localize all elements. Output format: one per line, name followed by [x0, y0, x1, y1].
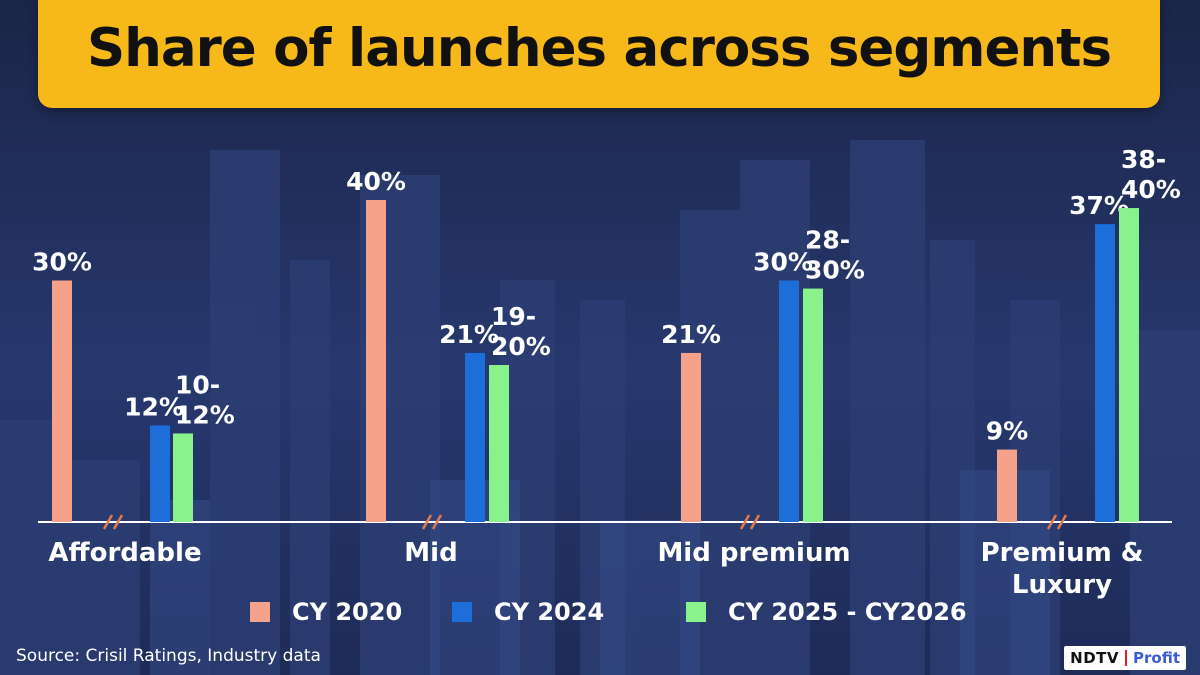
brand-logo: NDTV Profit — [1064, 646, 1186, 670]
brand-ndtv: NDTV — [1070, 649, 1119, 667]
category-label-1: Affordable — [48, 538, 201, 568]
brand-divider — [1125, 650, 1127, 666]
legend: CY 2020 CY 2024 CY 2025 - CY2026 — [0, 598, 1200, 630]
data-label-3-4: 40% — [1121, 175, 1181, 204]
bar-2-3 — [779, 280, 799, 522]
axis-break-mark-4-1 — [1046, 514, 1058, 530]
data-label-2-3: 30% — [753, 248, 813, 277]
axis-break-mark-3-1 — [739, 514, 751, 530]
data-label-3-1: 12% — [175, 400, 235, 429]
data-label-1-4: 9% — [986, 417, 1028, 446]
category-label-2: Mid — [404, 538, 457, 568]
axis-break-mark-3-2 — [749, 514, 761, 530]
brand-profit: Profit — [1133, 649, 1180, 667]
category-label-4-line-2: Luxury — [1012, 570, 1112, 600]
axis-break-mark-2-2 — [431, 514, 443, 530]
axis-break-mark-2-1 — [421, 514, 433, 530]
bar-2-4 — [1095, 224, 1115, 522]
bar-3-1 — [173, 433, 193, 522]
legend-swatch-cy2025 — [686, 602, 706, 622]
bar-2-2 — [465, 352, 485, 522]
title-banner: Share of launches across segments — [38, 0, 1160, 108]
data-label-1-1: 30% — [32, 248, 92, 277]
axis-break-mark-4-2 — [1056, 514, 1068, 530]
data-label-3-2: 20% — [491, 332, 551, 361]
source-note: Source: Crisil Ratings, Industry data — [16, 646, 321, 666]
bar-2-1 — [150, 425, 170, 522]
legend-label-cy2025: CY 2025 - CY2026 — [728, 598, 967, 626]
data-label-3-1: 10- — [175, 370, 220, 399]
data-label-3-3: 30% — [805, 256, 865, 285]
legend-label-cy2024: CY 2024 — [494, 598, 605, 626]
data-label-3-2: 19- — [491, 302, 536, 331]
bar-1-3 — [681, 352, 701, 522]
legend-swatch-cy2024 — [452, 602, 472, 622]
data-label-3-4: 38- — [1121, 145, 1166, 174]
axis-break-mark-1-2 — [112, 514, 124, 530]
data-label-1-2: 40% — [346, 167, 406, 196]
data-label-2-1: 12% — [124, 392, 184, 421]
bar-3-3 — [803, 288, 823, 522]
data-label-2-2: 21% — [439, 320, 499, 349]
bar-3-4 — [1119, 208, 1139, 523]
bar-1-4 — [997, 449, 1017, 522]
bar-3-2 — [489, 365, 509, 522]
axis-break-mark-1-1 — [102, 514, 114, 530]
data-label-3-3: 28- — [805, 226, 850, 255]
category-label-4-line-1: Premium & — [981, 538, 1144, 568]
category-label-3: Mid premium — [657, 538, 850, 568]
data-label-1-3: 21% — [661, 320, 721, 349]
bar-1-1 — [52, 280, 72, 522]
bar-1-2 — [366, 200, 386, 522]
legend-swatch-cy2020 — [250, 602, 270, 622]
legend-label-cy2020: CY 2020 — [292, 598, 403, 626]
data-label-2-4: 37% — [1069, 191, 1129, 220]
chart-title: Share of launches across segments — [86, 18, 1112, 79]
